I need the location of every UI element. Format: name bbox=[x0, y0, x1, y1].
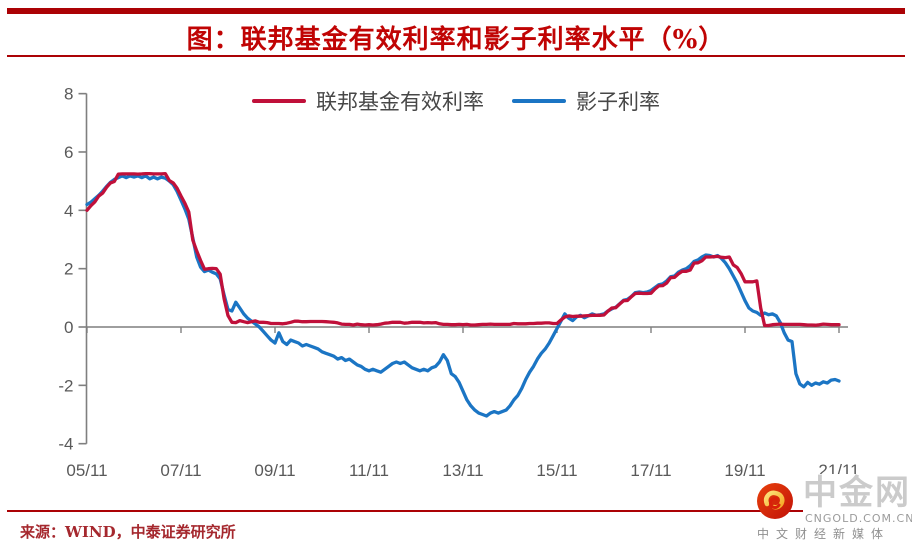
legend-label-effr: 联邦基金有效利率 bbox=[316, 90, 484, 114]
title-underline bbox=[7, 55, 905, 57]
logo-domain: CNGOLD.COM.CN bbox=[805, 512, 912, 525]
x-tick-label: 05/11 bbox=[66, 461, 107, 480]
header-top-bar bbox=[7, 8, 905, 14]
x-tick-label: 11/11 bbox=[349, 461, 389, 480]
y-tick-label: 4 bbox=[64, 201, 73, 220]
effr-series-line bbox=[85, 171, 841, 328]
legend-item-effr: 联邦基金有效利率 bbox=[252, 86, 484, 116]
shadow-rate-series-line bbox=[85, 174, 841, 418]
y-tick-label: 8 bbox=[64, 85, 73, 104]
logo-tagline: 中文财经新媒体 bbox=[757, 527, 891, 541]
cngold-logo: 中金网 CNGOLD.COM.CN 中文财经新媒体 bbox=[753, 474, 912, 542]
legend-item-shadow: 影子利率 bbox=[512, 86, 660, 116]
legend-label-shadow: 影子利率 bbox=[576, 90, 660, 114]
x-tick-label: 09/11 bbox=[254, 461, 295, 480]
x-tick-label: 15/11 bbox=[536, 461, 577, 480]
source-note: 来源：WIND，中泰证券研究所 bbox=[20, 523, 236, 541]
y-tick-label: 0 bbox=[64, 318, 73, 337]
footer-rule bbox=[7, 510, 905, 512]
chart-legend: 联邦基金有效利率 影子利率 bbox=[0, 86, 912, 116]
effr-line-swatch bbox=[252, 99, 306, 103]
y-tick-label: -4 bbox=[58, 435, 73, 454]
y-tick-label: -2 bbox=[58, 376, 73, 395]
cngold-cloud-icon bbox=[757, 483, 793, 519]
y-tick-label: 2 bbox=[64, 260, 73, 279]
y-tick-label: 6 bbox=[64, 143, 73, 162]
x-tick-label: 17/11 bbox=[630, 461, 671, 480]
x-tick-label: 07/11 bbox=[160, 461, 201, 480]
x-tick-label: 13/11 bbox=[442, 461, 483, 480]
logo-name: 中金网 bbox=[803, 473, 911, 513]
x-tick-label: 19/11 bbox=[724, 461, 765, 480]
chart-title: 图：联邦基金有效利率和影子利率水平（%） bbox=[186, 25, 726, 55]
shadow-line-swatch bbox=[512, 99, 566, 103]
